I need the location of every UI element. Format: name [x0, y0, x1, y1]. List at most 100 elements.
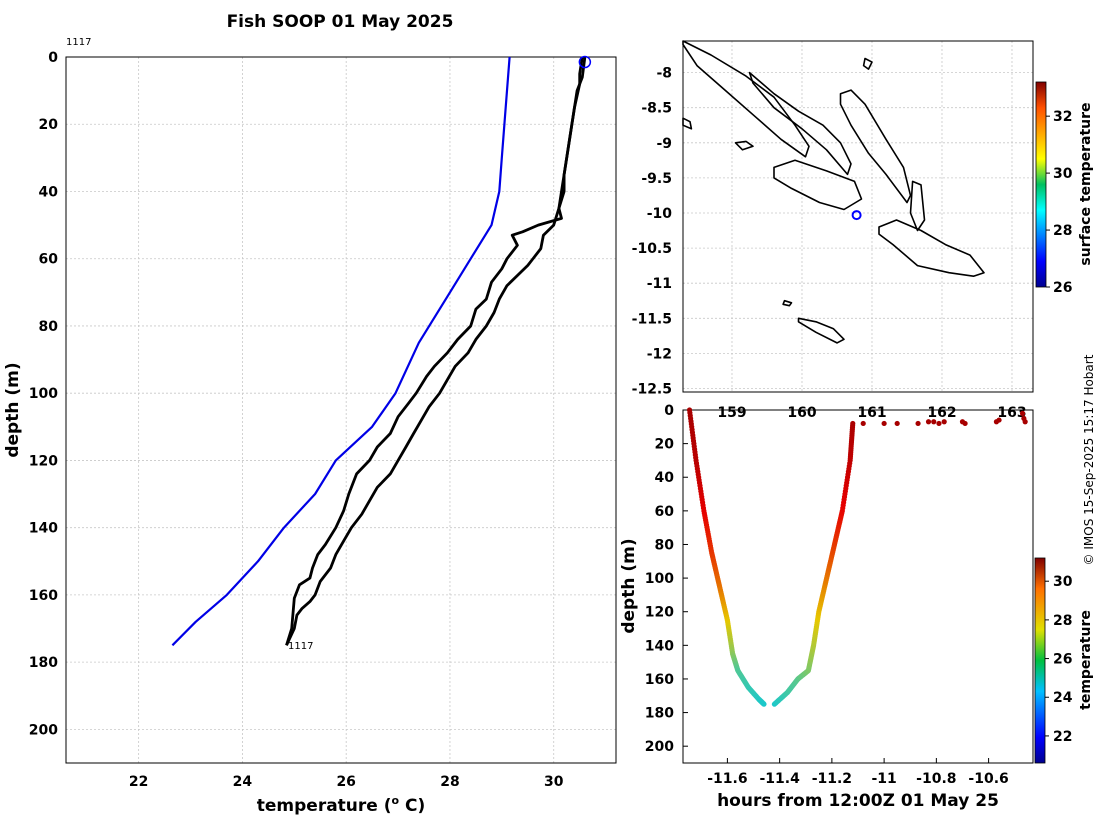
profile-y-tick-label: 100 — [29, 386, 58, 402]
surface-point — [996, 417, 1002, 423]
surface-point — [925, 419, 932, 425]
map-colorbar-label: surface temperature — [1078, 102, 1094, 265]
x-axis-label-tail: C) — [399, 796, 425, 816]
map-y-tick-label: -10.5 — [632, 241, 672, 257]
island-outline-ontong — [862, 57, 873, 70]
island-outline-guadalcanal — [773, 159, 863, 211]
surface-point — [962, 420, 968, 427]
station-marker — [851, 210, 862, 221]
island-outline-rennell — [797, 317, 845, 344]
credit-text: © IMOS 15-Sep-2025 15:17 Hobart — [1082, 354, 1096, 565]
timeseries-axes-box — [682, 409, 1034, 764]
surface-point — [915, 420, 921, 427]
timeseries-colorbar-tick-label: 26 — [1053, 652, 1072, 668]
map-y-tick-label: -11.5 — [632, 311, 672, 327]
island-outline-malaita — [839, 89, 912, 204]
timeseries-y-axis-label: depth (m) — [619, 538, 639, 633]
profile-y-tick-label: 140 — [29, 521, 58, 537]
upcast-point — [850, 420, 856, 427]
profile-x-tick-label: 24 — [233, 774, 253, 790]
profile-line-up-cast — [285, 56, 587, 646]
surface-point — [894, 420, 900, 427]
map-colorbar-tick-label: 32 — [1053, 109, 1072, 125]
profile-x-tick-label: 22 — [129, 774, 148, 790]
surface-marker — [578, 55, 592, 69]
timeseries-x-tick-label: -11 — [871, 771, 896, 787]
timeseries-y-tick-label: 120 — [645, 605, 674, 621]
island-outline-makira — [878, 219, 985, 278]
map-x-tick-label: 160 — [787, 405, 816, 421]
timeseries-y-tick-label: 200 — [645, 739, 674, 755]
map-x-tick-label: 162 — [927, 405, 956, 421]
map-y-tick-label: -11 — [647, 276, 672, 292]
island-outline-russell — [734, 140, 754, 151]
map-grid — [683, 41, 1033, 392]
timeseries-x-tick-label: -11.2 — [812, 771, 852, 787]
map-panel: 159 160 161 162 163 -8 -8.5 -9 -9.5 -10 -10.5 -11 -1… — [632, 40, 1094, 421]
surface-point — [941, 419, 947, 425]
profile-y-tick-label: 80 — [39, 319, 59, 335]
map-axes-box — [682, 40, 1034, 393]
map-y-tick-label: -9 — [656, 136, 672, 152]
timeseries-colorbar-tick-label: 22 — [1053, 729, 1072, 745]
map-colorbar-ticks: 26 28 30 32 — [1046, 109, 1073, 296]
timeseries-points — [686, 407, 1028, 707]
surface-point — [931, 419, 937, 425]
profile-y-tick-label: 180 — [29, 655, 58, 671]
timeseries-x-tick-label: -11.4 — [759, 771, 800, 787]
timeseries-colorbar-tick-label: 24 — [1053, 690, 1073, 706]
map-y-tick-label: -12 — [647, 346, 672, 362]
timeseries-y-tick-label: 40 — [655, 470, 675, 486]
downcast-point — [761, 701, 767, 707]
timeseries-x-axis-label: hours from 12:00Z 01 May 25 — [717, 791, 999, 811]
profile-y-tick-label: 60 — [39, 252, 59, 268]
timeseries-colorbar-label: temperature — [1078, 610, 1094, 710]
timeseries-y-tick-label: 60 — [655, 504, 675, 520]
island-outline-bellona — [782, 299, 793, 307]
island-outline-shortland — [682, 117, 693, 130]
profile-x-tick-label: 26 — [336, 774, 355, 790]
map-y-tick-label: -12.5 — [632, 381, 672, 397]
profile-y-tick-label: 20 — [39, 117, 59, 133]
profile-y-tick-label: 40 — [39, 184, 59, 200]
timeseries-y-tick-label: 160 — [645, 672, 674, 688]
profile-grid — [66, 56, 616, 763]
timeseries-x-tick-label: -10.6 — [968, 771, 1008, 787]
chart-title: Fish SOOP 01 May 2025 — [227, 12, 454, 32]
timeseries-y-tick-label: 180 — [645, 706, 674, 722]
timeseries-y-tick-label: 0 — [664, 403, 674, 419]
timeseries-ticks: -11.6 -11.4 -11.2 -11 -10.8 -10.6 0 20 40 60 80 100… — [645, 403, 1009, 787]
timeseries-panel: -11.6 -11.4 -11.2 -11 -10.8 -10.6 0 20 40 60 80 100… — [619, 403, 1094, 811]
profile-line-climatology — [171, 56, 511, 647]
surface-point — [936, 420, 942, 427]
surface-point — [1022, 419, 1028, 425]
profile-panel: Fish SOOP 01 May 2025 1117 22 24 26 28 30 0 20… — [3, 12, 617, 816]
map-x-tick-label: 161 — [857, 405, 886, 421]
profile-y-tick-label: 200 — [29, 722, 58, 738]
profile-line-down-cast — [285, 56, 584, 646]
profile-axes-box — [65, 56, 617, 764]
map-ticks: 159 160 161 162 163 -8 -8.5 -9 -9.5 -10 -10.5 -11 -1… — [632, 66, 1027, 421]
timeseries-y-tick-label: 100 — [645, 571, 674, 587]
profile-y-tick-label: 120 — [29, 453, 58, 469]
map-y-tick-label: -10 — [647, 206, 673, 222]
map-colorbar — [1035, 81, 1047, 288]
x-axis-label: temperature (o C) — [257, 794, 426, 816]
profile-id-label-bottom: 1117 — [288, 641, 313, 652]
x-axis-label-sup: o — [392, 794, 400, 807]
map-y-tick-label: -8.5 — [641, 101, 672, 117]
map-y-tick-label: -9.5 — [641, 171, 672, 187]
timeseries-y-tick-label: 20 — [655, 437, 675, 453]
map-coastlines — [682, 40, 985, 344]
timeseries-y-tick-label: 140 — [645, 638, 674, 654]
profile-y-tick-label: 160 — [29, 588, 58, 604]
map-colorbar-tick-label: 26 — [1053, 280, 1072, 296]
surface-point — [860, 420, 866, 427]
timeseries-y-tick-label: 80 — [655, 537, 675, 553]
island-outline-choiseul — [682, 40, 810, 158]
map-y-tick-label: -8 — [656, 66, 672, 82]
x-axis-label-main: temperature ( — [257, 796, 392, 816]
timeseries-colorbar-ticks: 22 24 26 28 30 — [1045, 574, 1073, 745]
timeseries-x-tick-label: -10.8 — [916, 771, 956, 787]
